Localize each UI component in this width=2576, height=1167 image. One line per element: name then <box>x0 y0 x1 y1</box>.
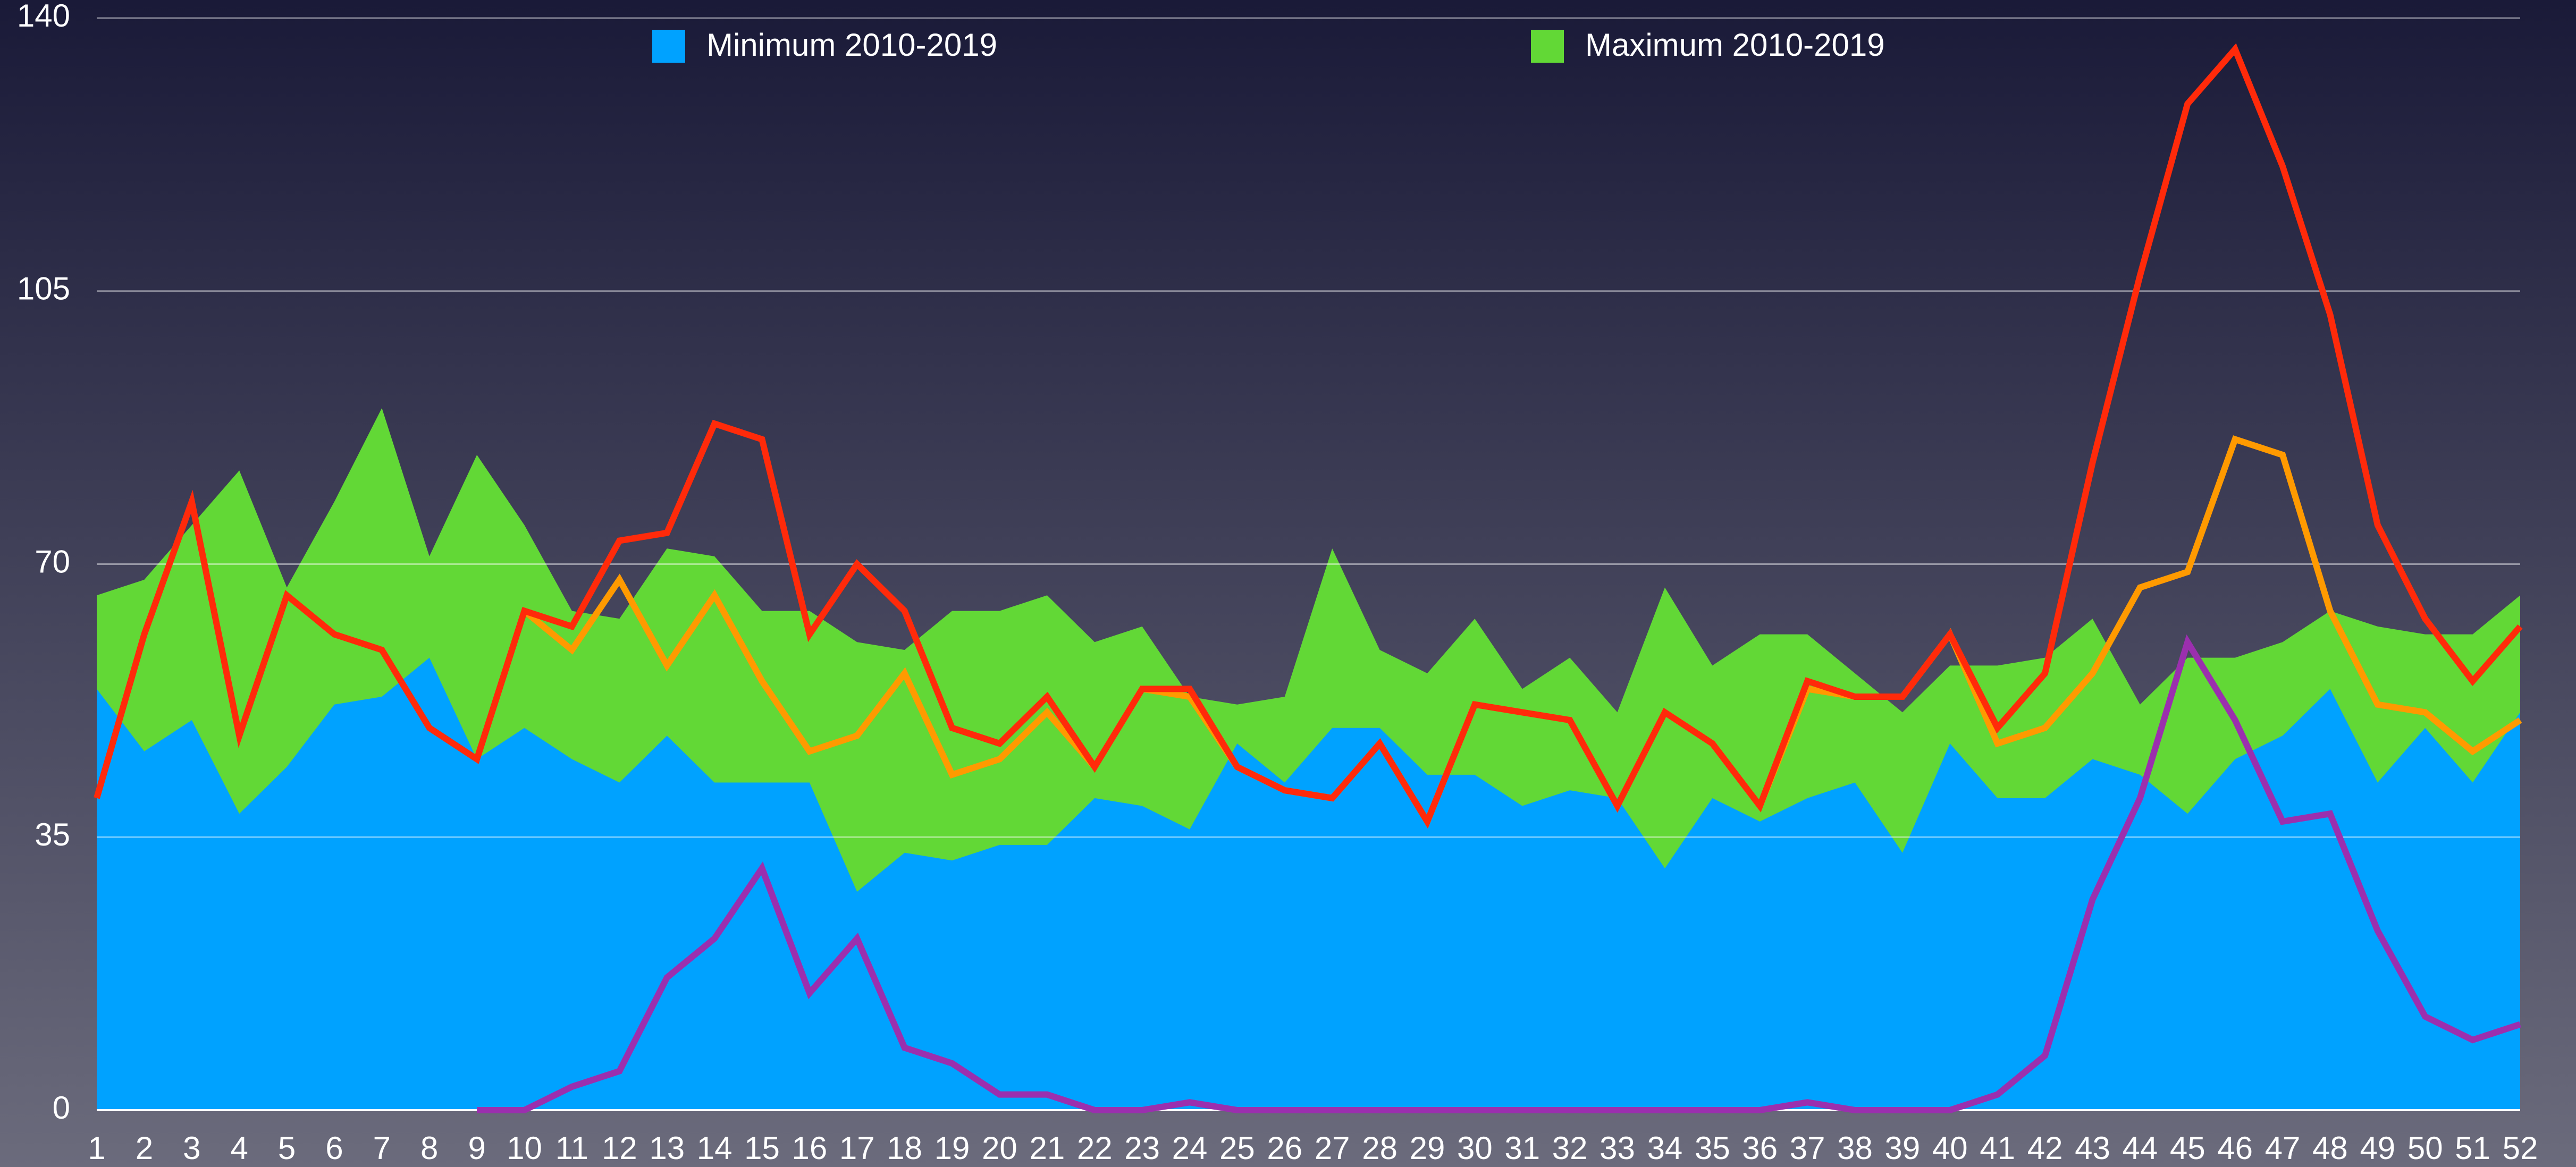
x-tick-label: 49 <box>2360 1130 2395 1166</box>
x-tick-label: 51 <box>2455 1130 2490 1166</box>
y-tick-label: 105 <box>17 271 70 307</box>
x-tick-label: 33 <box>1600 1130 1635 1166</box>
x-tick-label: 30 <box>1457 1130 1493 1166</box>
x-tick-label: 11 <box>555 1130 588 1166</box>
x-tick-label: 47 <box>2265 1130 2301 1166</box>
x-tick-label: 29 <box>1410 1130 1445 1166</box>
x-tick-label: 52 <box>2503 1130 2538 1166</box>
x-tick-label: 26 <box>1267 1130 1302 1166</box>
x-tick-label: 27 <box>1315 1130 1350 1166</box>
line <box>477 634 2521 1113</box>
x-tick-label: 24 <box>1172 1130 1208 1166</box>
legend-label: Maximum 2010-2019 <box>1585 27 1885 63</box>
legend-swatch <box>1531 30 1564 63</box>
x-tick-label: 22 <box>1077 1130 1113 1166</box>
x-tick-label: 1 <box>88 1130 105 1166</box>
x-tick-label: 40 <box>1932 1130 1968 1166</box>
legend-swatch <box>652 30 685 63</box>
line <box>94 43 2523 829</box>
x-tick-label: 43 <box>2075 1130 2110 1166</box>
x-tick-label: 12 <box>602 1130 637 1166</box>
x-tick-label: 37 <box>1790 1130 1825 1166</box>
x-tick-label: 31 <box>1504 1130 1540 1166</box>
x-tick-label: 10 <box>507 1130 542 1166</box>
x-tick-label: 38 <box>1837 1130 1873 1166</box>
area <box>97 657 2520 1110</box>
x-tick-label: 19 <box>935 1130 970 1166</box>
x-tick-label: 41 <box>1980 1130 2015 1166</box>
x-tick-label: 14 <box>697 1130 733 1166</box>
x-tick-label: 34 <box>1647 1130 1683 1166</box>
x-tick-label: 45 <box>2170 1130 2205 1166</box>
x-tick-label: 28 <box>1362 1130 1398 1166</box>
x-tick-label: 46 <box>2217 1130 2253 1166</box>
x-tick-label: 13 <box>649 1130 685 1166</box>
x-tick-label: 50 <box>2407 1130 2443 1166</box>
x-tick-label: 23 <box>1124 1130 1160 1166</box>
x-tick-label: 36 <box>1742 1130 1778 1166</box>
x-tick-label: 8 <box>420 1130 438 1166</box>
x-tick-label: 16 <box>792 1130 828 1166</box>
x-tick-label: 25 <box>1219 1130 1255 1166</box>
x-tick-label: 48 <box>2312 1130 2348 1166</box>
x-tick-label: 42 <box>2027 1130 2063 1166</box>
y-tick-label: 35 <box>35 817 70 852</box>
x-tick-label: 3 <box>183 1130 200 1166</box>
x-tick-label: 15 <box>744 1130 780 1166</box>
y-tick-label: 70 <box>35 544 70 579</box>
y-tick-label: 140 <box>17 0 70 33</box>
y-tick-label: 0 <box>53 1090 70 1126</box>
x-tick-label: 18 <box>887 1130 922 1166</box>
x-tick-label: 44 <box>2122 1130 2158 1166</box>
legend-label: Minimum 2010-2019 <box>706 27 997 63</box>
x-tick-label: 21 <box>1029 1130 1065 1166</box>
x-tick-label: 6 <box>325 1130 343 1166</box>
x-tick-label: 4 <box>230 1130 248 1166</box>
x-tick-label: 39 <box>1885 1130 1921 1166</box>
x-tick-label: 2 <box>136 1130 153 1166</box>
x-tick-label: 35 <box>1695 1130 1730 1166</box>
x-tick-label: 7 <box>373 1130 391 1166</box>
x-tick-label: 9 <box>468 1130 485 1166</box>
x-tick-label: 20 <box>982 1130 1017 1166</box>
x-tick-label: 5 <box>278 1130 296 1166</box>
x-tick-label: 32 <box>1552 1130 1588 1166</box>
x-tick-label: 17 <box>839 1130 875 1166</box>
